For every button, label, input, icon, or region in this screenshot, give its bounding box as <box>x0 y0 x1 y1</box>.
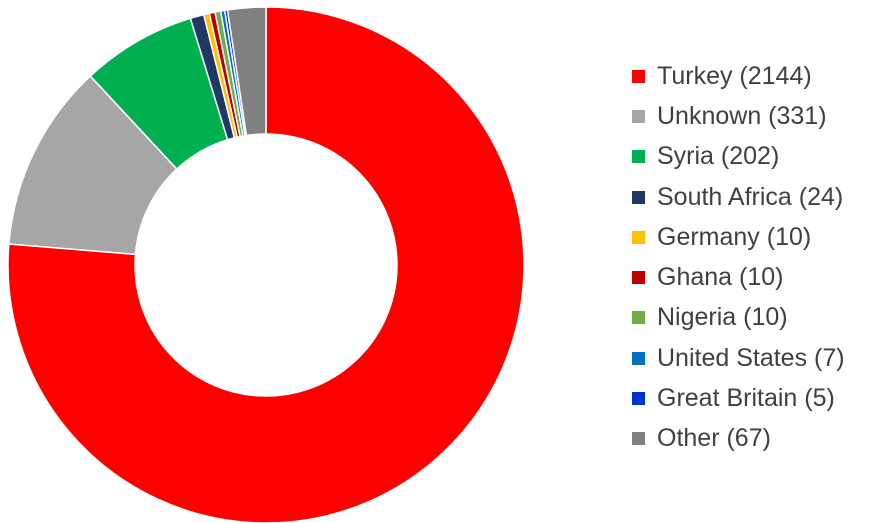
legend-swatch <box>632 190 645 204</box>
legend-label: Turkey (2144) <box>657 61 812 90</box>
legend-label: Unknown (331) <box>657 101 827 130</box>
legend-swatch <box>632 271 645 285</box>
legend-label: United States (7) <box>657 343 845 372</box>
legend-label: Ghana (10) <box>657 263 784 292</box>
legend-item-syria: Syria (202) <box>632 137 890 177</box>
legend-item-united-states: United States (7) <box>632 338 890 378</box>
legend-swatch <box>632 109 645 123</box>
legend-item-turkey: Turkey (2144) <box>632 56 890 96</box>
donut-plot <box>7 6 525 523</box>
legend: Turkey (2144) Unknown (331) Syria (202) Sou… <box>632 56 890 459</box>
legend-label: Great Britain (5) <box>657 384 835 413</box>
legend-item-unknown: Unknown (331) <box>632 96 890 136</box>
legend-label: Nigeria (10) <box>657 303 788 332</box>
legend-item-ghana: Ghana (10) <box>632 257 890 297</box>
legend-label: South Africa (24) <box>657 182 844 211</box>
legend-item-other: Other (67) <box>632 419 890 459</box>
legend-swatch <box>632 150 645 164</box>
legend-item-nigeria: Nigeria (10) <box>632 298 890 338</box>
legend-swatch <box>632 392 645 406</box>
legend-label: Syria (202) <box>657 142 780 171</box>
slice-other <box>226 6 267 137</box>
slice-turkey <box>7 6 525 523</box>
legend-swatch <box>632 432 645 446</box>
legend-label: Other (67) <box>657 424 771 453</box>
legend-swatch <box>632 351 645 365</box>
legend-item-great-britain: Great Britain (5) <box>632 378 890 418</box>
legend-item-germany: Germany (10) <box>632 217 890 257</box>
legend-swatch <box>632 69 645 83</box>
legend-swatch <box>632 230 645 244</box>
legend-item-south-africa: South Africa (24) <box>632 177 890 217</box>
legend-swatch <box>632 311 645 325</box>
legend-label: Germany (10) <box>657 222 812 251</box>
